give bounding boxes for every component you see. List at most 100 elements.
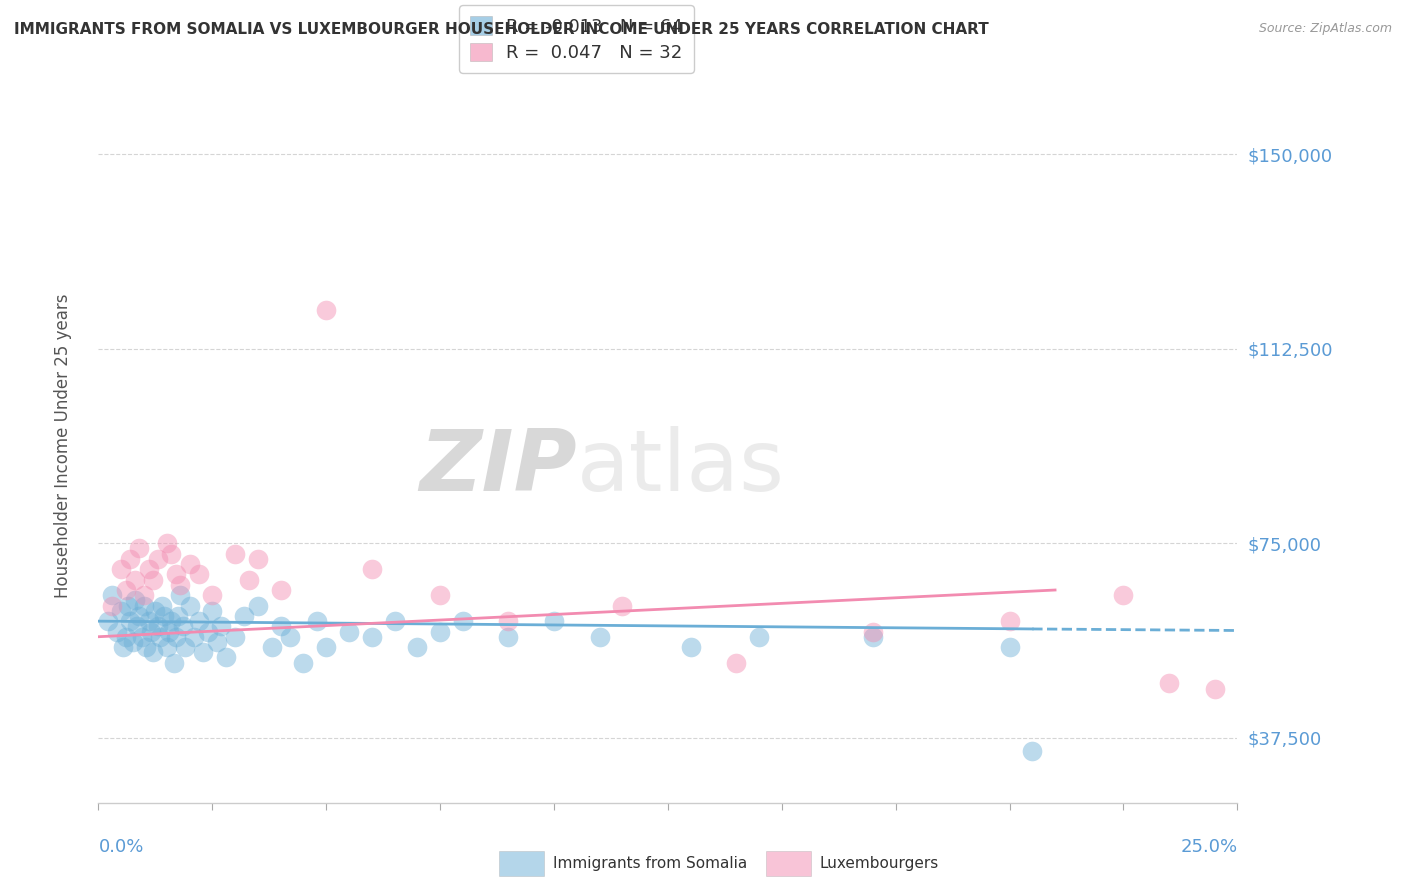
- Point: [110, 562, 132, 576]
- Point: [246, 552, 269, 566]
- Point: [114, 582, 136, 597]
- Point: [101, 588, 124, 602]
- Point: [315, 640, 337, 654]
- Text: 0.0%: 0.0%: [98, 838, 143, 856]
- Point: [612, 599, 634, 613]
- Point: [183, 630, 205, 644]
- Legend: R = -0.013   N = 64, R =  0.047   N = 32: R = -0.013 N = 64, R = 0.047 N = 32: [460, 5, 695, 73]
- Point: [215, 650, 238, 665]
- Point: [132, 588, 155, 602]
- Point: [1021, 744, 1043, 758]
- Point: [197, 624, 219, 639]
- Point: [429, 588, 451, 602]
- Text: atlas: atlas: [576, 425, 785, 509]
- Point: [270, 582, 292, 597]
- Text: Immigrants from Somalia: Immigrants from Somalia: [553, 856, 747, 871]
- Point: [172, 619, 194, 633]
- Point: [96, 614, 118, 628]
- Point: [169, 588, 191, 602]
- Point: [451, 614, 474, 628]
- Text: Source: ZipAtlas.com: Source: ZipAtlas.com: [1258, 22, 1392, 36]
- Point: [156, 536, 179, 550]
- Point: [862, 630, 884, 644]
- Point: [127, 619, 149, 633]
- Point: [360, 562, 382, 576]
- Point: [162, 656, 184, 670]
- Point: [429, 624, 451, 639]
- Point: [270, 619, 292, 633]
- Point: [998, 614, 1021, 628]
- Point: [205, 635, 228, 649]
- Point: [138, 562, 160, 576]
- Point: [406, 640, 429, 654]
- Point: [292, 656, 315, 670]
- Point: [132, 599, 155, 613]
- Text: Luxembourgers: Luxembourgers: [820, 856, 939, 871]
- Point: [149, 630, 172, 644]
- Point: [337, 624, 360, 639]
- Point: [139, 624, 162, 639]
- Point: [153, 609, 176, 624]
- Point: [142, 573, 165, 587]
- Point: [679, 640, 702, 654]
- Point: [112, 640, 135, 654]
- Point: [120, 614, 142, 628]
- Point: [233, 609, 256, 624]
- Point: [146, 552, 169, 566]
- Point: [124, 593, 146, 607]
- Point: [160, 614, 183, 628]
- Point: [174, 640, 197, 654]
- Point: [998, 640, 1021, 654]
- Point: [543, 614, 565, 628]
- Point: [128, 541, 150, 556]
- Point: [169, 578, 191, 592]
- Point: [110, 604, 132, 618]
- Point: [117, 599, 139, 613]
- Point: [157, 624, 180, 639]
- Point: [138, 614, 160, 628]
- Point: [498, 614, 520, 628]
- Point: [725, 656, 748, 670]
- Point: [167, 609, 190, 624]
- Point: [105, 624, 128, 639]
- Point: [179, 557, 201, 571]
- Point: [307, 614, 329, 628]
- Point: [146, 619, 169, 633]
- Point: [142, 645, 165, 659]
- Point: [588, 630, 610, 644]
- Point: [1204, 681, 1226, 696]
- Point: [187, 567, 209, 582]
- Point: [135, 640, 157, 654]
- Point: [209, 619, 232, 633]
- Point: [160, 547, 183, 561]
- Point: [193, 645, 215, 659]
- Point: [246, 599, 269, 613]
- Point: [150, 599, 173, 613]
- Point: [165, 630, 187, 644]
- Text: IMMIGRANTS FROM SOMALIA VS LUXEMBOURGER HOUSEHOLDER INCOME UNDER 25 YEARS CORREL: IMMIGRANTS FROM SOMALIA VS LUXEMBOURGER …: [14, 22, 988, 37]
- Point: [124, 573, 146, 587]
- Point: [201, 604, 224, 618]
- Point: [131, 630, 153, 644]
- Point: [360, 630, 382, 644]
- Point: [101, 599, 124, 613]
- Text: Householder Income Under 25 years: Householder Income Under 25 years: [55, 293, 72, 599]
- Point: [1157, 676, 1180, 690]
- Point: [165, 567, 187, 582]
- Text: ZIP: ZIP: [419, 425, 576, 509]
- Point: [224, 547, 246, 561]
- Point: [862, 624, 884, 639]
- Point: [128, 609, 150, 624]
- Point: [315, 302, 337, 317]
- Point: [384, 614, 406, 628]
- Point: [1112, 588, 1135, 602]
- Point: [238, 573, 260, 587]
- Point: [260, 640, 283, 654]
- Point: [278, 630, 301, 644]
- Point: [748, 630, 770, 644]
- Point: [120, 552, 142, 566]
- Point: [145, 604, 167, 618]
- Point: [187, 614, 209, 628]
- Point: [224, 630, 246, 644]
- Text: 25.0%: 25.0%: [1180, 838, 1237, 856]
